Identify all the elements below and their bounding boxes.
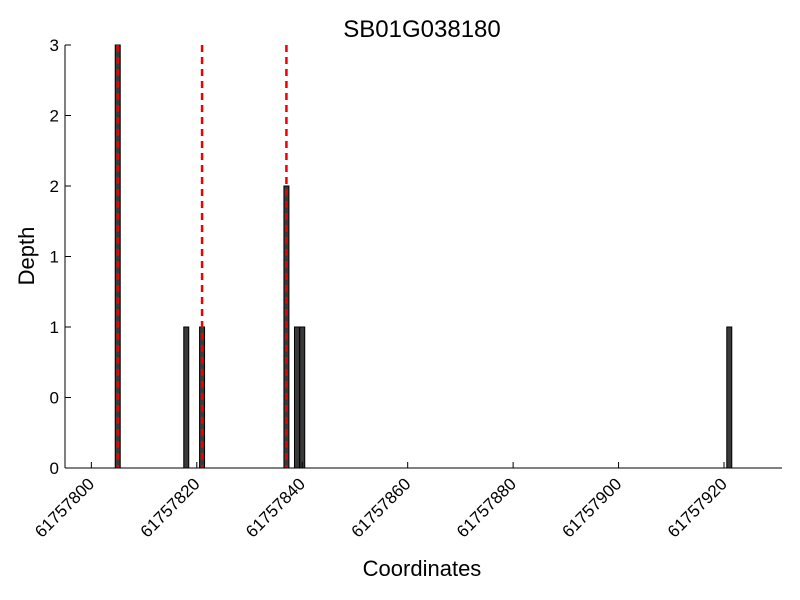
x-axis-title: Coordinates [363, 556, 482, 581]
x-tick-label: 61757900 [558, 474, 625, 541]
y-tick-label: 1 [50, 248, 59, 267]
x-tick-label: 61757880 [453, 474, 520, 541]
y-tick-label: 2 [50, 107, 59, 126]
x-tick-label: 61757800 [31, 474, 98, 541]
y-tick-label: 0 [50, 459, 59, 478]
y-axis-title: Depth [14, 227, 39, 286]
y-tick-label: 0 [50, 389, 59, 408]
x-tick-label: 61757860 [348, 474, 415, 541]
bar [183, 326, 190, 469]
y-tick-label: 3 [50, 36, 59, 55]
bar [299, 326, 306, 469]
y-tick-label: 2 [50, 177, 59, 196]
chart-title: SB01G038180 [343, 16, 500, 43]
plot-area: 0 0 1 1 2 2 3 61757800 61757820 61757840 61757860 6… [31, 36, 782, 541]
x-tick-label: 61757840 [242, 474, 309, 541]
x-tick-label: 61757820 [137, 474, 204, 541]
bar [293, 326, 300, 469]
bar [726, 326, 733, 469]
x-tick-label: 61757920 [664, 474, 731, 541]
y-tick-label: 1 [50, 318, 59, 337]
